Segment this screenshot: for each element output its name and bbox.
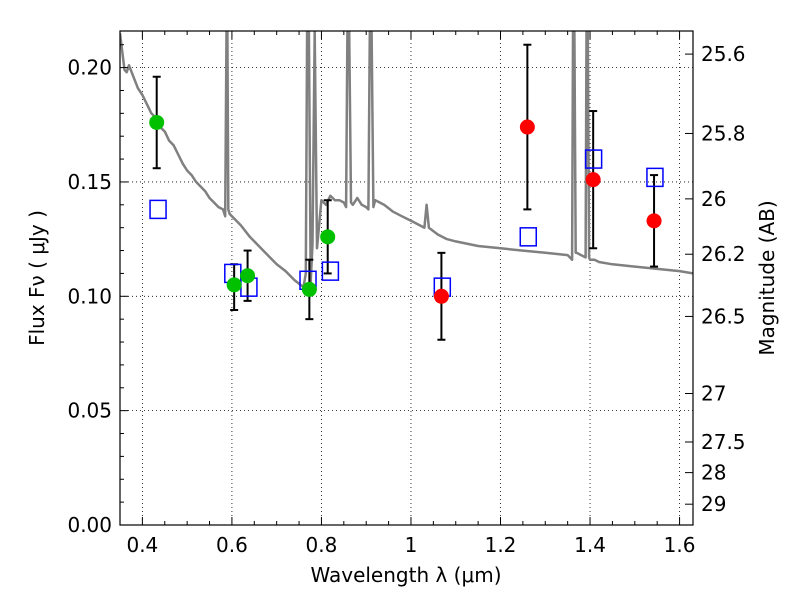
y2-tick-label: 26 [701,187,726,211]
model-square [519,227,538,247]
x-tick-label: 1.2 [485,533,517,557]
y-tick-label: 0.20 [67,56,112,80]
y2-tick-label: 28 [701,461,726,485]
x-axis-title: Wavelength λ (μm) [310,563,501,587]
model-square [584,149,603,169]
data-point [149,114,165,130]
y2-tick-label: 25.8 [701,121,746,145]
data-point [240,268,256,284]
data-point [226,277,242,293]
data-point [320,229,336,245]
x-tick-label: 0.6 [216,533,248,557]
y2-tick-label: 27 [701,381,726,405]
x-tick-label: 1.4 [574,533,606,557]
y-tick-label: 0.05 [67,399,112,423]
plot-frame [119,30,694,526]
grid-lines [120,31,693,526]
x-tick-label: 1 [405,533,418,557]
data-point [301,281,317,297]
y2-tick-label: 29 [701,492,726,516]
model-square [149,199,167,220]
data-point [646,213,662,229]
data-point [585,172,601,188]
x-tick-label: 1.6 [664,533,696,557]
spectrum-line [120,31,693,289]
data-point [433,288,449,304]
model-square [321,261,340,281]
y-axis-title: Flux Fν ( μJy ) [25,210,49,346]
y-tick-label: 0.00 [67,513,112,537]
x-tick-label: 0.8 [306,533,338,557]
x-tick-label: 0.4 [126,533,158,557]
data-point [519,119,535,135]
y-tick-label: 0.10 [67,284,112,308]
y2-tick-label: 26.5 [701,304,746,328]
model-square [646,167,664,188]
y2-axis-title: Magnitude (AB) [755,200,779,355]
observed-points [149,114,662,304]
y-tick-label: 0.15 [67,170,112,194]
y2-tick-label: 26.2 [701,242,746,266]
model-spectrum [120,31,693,289]
axis-ticks: 0.4 0.6 0.8 1 1.2 1.4 1.6 0.00 0.05 0.10 0.15 0.20 2… [67,31,746,557]
y2-tick-label: 27.5 [701,430,746,454]
y2-tick-label: 25.6 [701,42,746,66]
